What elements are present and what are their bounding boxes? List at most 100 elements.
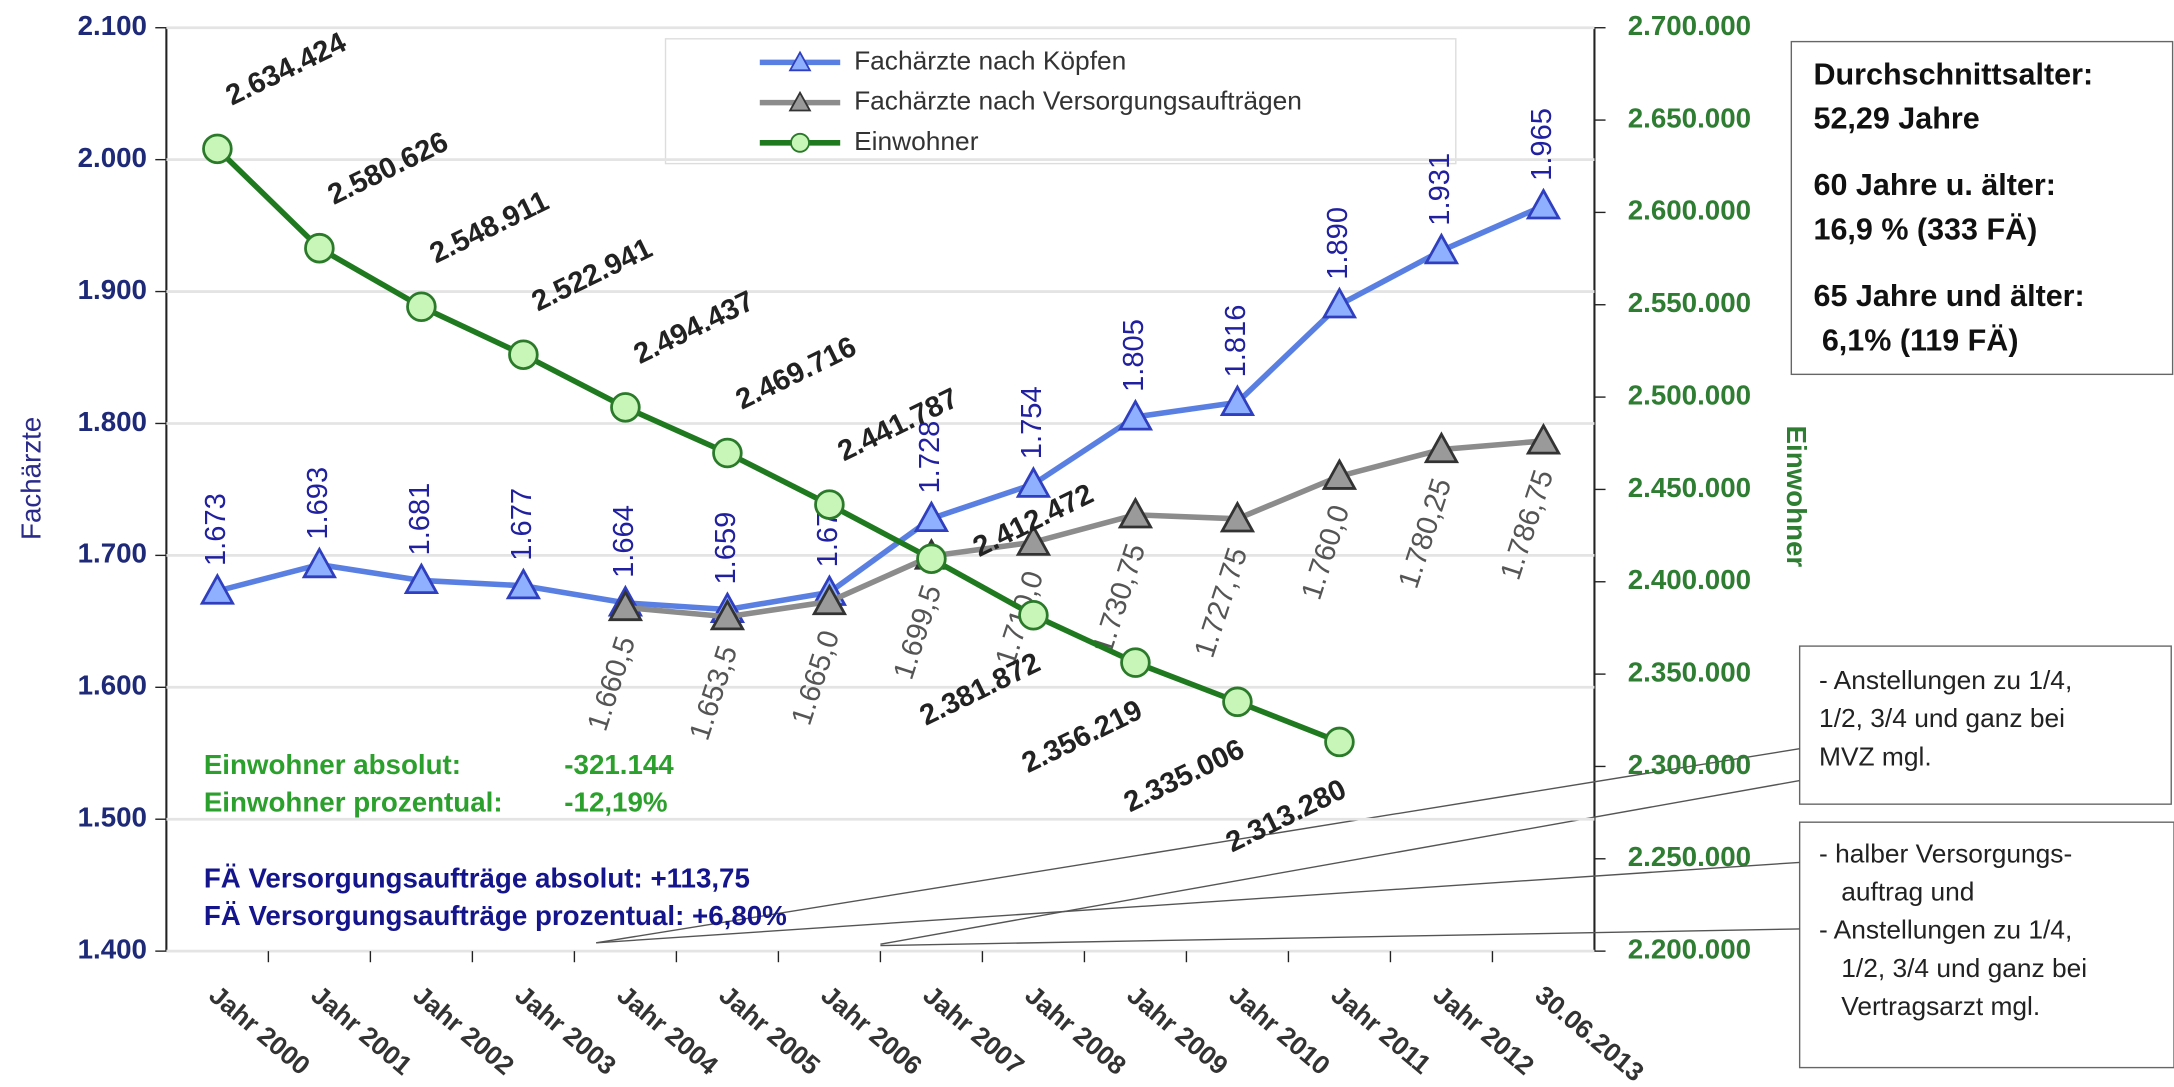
- info-text: 60 Jahre u. älter:: [1814, 168, 2056, 202]
- point: [1015, 524, 1052, 556]
- y-axis-title: Fachärzte: [16, 417, 47, 540]
- leader-line: [596, 748, 1800, 944]
- note-text: - Anstellungen zu 1/4,: [1819, 665, 2072, 695]
- value-label: 1.816: [1220, 305, 1252, 378]
- value-label: 1.730,75: [1087, 540, 1152, 658]
- y2-tick-label: 2.700.000: [1628, 10, 1751, 41]
- x-tick-label: Jahr 2006: [816, 980, 928, 1081]
- y2-tick-label: 2.550.000: [1628, 287, 1751, 318]
- x-tick-label: Jahr 2002: [408, 980, 520, 1081]
- note-text: MVZ mgl.: [1819, 741, 1932, 771]
- y2-tick-label: 2.250.000: [1628, 841, 1751, 872]
- point: [199, 572, 235, 605]
- value-label: 1.890: [1322, 207, 1354, 280]
- value-label: 1.699,5: [888, 581, 948, 683]
- legend-marker: [788, 50, 812, 72]
- point: [304, 232, 335, 264]
- value-label: 2.522.941: [527, 232, 657, 318]
- point: [1219, 384, 1256, 416]
- value-label: 1.780,25: [1393, 475, 1458, 593]
- point: [607, 589, 644, 622]
- legend-label: Fachärzte nach Versorgungsaufträgen: [854, 86, 1302, 116]
- x-tick-label: Jahr 2012: [1428, 980, 1540, 1081]
- value-label: 2.634.424: [221, 26, 352, 112]
- value-label: 2.469.716: [731, 331, 861, 417]
- note-box: [1798, 645, 2172, 805]
- point: [403, 562, 439, 595]
- leader-line: [880, 928, 1800, 947]
- annotation: -12,19%: [564, 786, 667, 817]
- x-tick-label: Jahr 2010: [1224, 980, 1336, 1081]
- note-text: - Anstellungen zu 1/4,: [1819, 915, 2072, 945]
- y2-tick-label: 2.450.000: [1628, 472, 1751, 503]
- annotation: FÄ Versorgungsaufträge absolut: +113,75: [204, 863, 750, 894]
- value-label: 2.548.911: [425, 185, 554, 270]
- note-text: auftrag und: [1841, 877, 1974, 907]
- series: 1.660,51.653,51.665,01.699,51.710,01.730…: [582, 422, 1562, 744]
- point: [709, 598, 746, 631]
- x-tick-label: Jahr 2005: [714, 980, 826, 1081]
- note-text: 1/2, 3/4 und ganz bei: [1841, 953, 2087, 983]
- value-label: 1.754: [1016, 386, 1048, 459]
- point: [1117, 398, 1154, 431]
- y-tick-label: 1.400: [78, 933, 147, 964]
- value-label: 2.381.872: [915, 647, 1045, 733]
- y2-tick-label: 2.650.000: [1628, 102, 1751, 133]
- y2-tick-label: 2.400.000: [1628, 564, 1751, 595]
- point: [505, 567, 542, 600]
- point: [1117, 496, 1154, 529]
- note-box: [1798, 821, 2174, 1069]
- y-tick-label: 2.000: [78, 142, 147, 173]
- value-label: 1.786,75: [1495, 466, 1560, 584]
- x-tick-label: 30.06.2013: [1530, 980, 1650, 1087]
- point: [1219, 500, 1256, 533]
- point: [1525, 187, 1562, 220]
- y-tick-label: 2.100: [78, 10, 147, 41]
- point: [916, 543, 947, 574]
- series: 1.673 1.693 1.681 1.677 1.664 1.659 1.6721.728…: [199, 108, 1562, 624]
- y-tick-label: 1.500: [78, 802, 147, 833]
- y2-tick-label: 2.500.000: [1628, 379, 1751, 410]
- y2-tick-label: 2.300.000: [1628, 749, 1751, 780]
- y-tick-label: 1.900: [78, 274, 147, 305]
- y-tick-label: 1.700: [78, 538, 147, 569]
- value-label: 2.580.626: [323, 126, 453, 212]
- point: [508, 339, 539, 370]
- value-label: 1.931: [1424, 153, 1456, 226]
- value-label: 1.659: [710, 512, 742, 585]
- info-text: Durchschnittsalter:: [1814, 57, 2094, 91]
- leader-line: [596, 861, 1800, 944]
- y-tick-label: 1.800: [78, 406, 147, 437]
- annotation: Einwohner absolut:: [204, 749, 461, 780]
- info-text: 16,9 % (333 FÄ): [1814, 213, 2038, 247]
- x-tick-label: Jahr 2001: [306, 980, 418, 1081]
- point: [1321, 458, 1358, 490]
- point: [1324, 726, 1355, 758]
- note-text: Vertragsarzt mgl.: [1841, 991, 2040, 1021]
- info-text: 65 Jahre und älter:: [1814, 279, 2085, 313]
- x-tick-label: Jahr 2007: [918, 980, 1030, 1081]
- value-label: 1.693: [302, 467, 334, 540]
- legend-marker: [788, 90, 812, 112]
- annotation: Einwohner prozentual:: [204, 786, 503, 817]
- point: [1015, 466, 1052, 498]
- annotation: FÄ Versorgungsaufträge prozentual: +6,80…: [204, 900, 787, 931]
- series-line: [215, 146, 1341, 745]
- value-label: 1.653,5: [684, 642, 744, 744]
- leader-lines: [596, 748, 1800, 947]
- value-label: 2.494.437: [629, 285, 759, 371]
- y2-tick-label: 2.200.000: [1628, 933, 1751, 964]
- legend-label: Fachärzte nach Köpfen: [854, 45, 1126, 75]
- series-line: [625, 438, 1544, 620]
- point: [712, 437, 743, 469]
- annotation: -321.144: [564, 749, 674, 780]
- point: [913, 500, 950, 533]
- point: [301, 546, 337, 579]
- value-label: 2.313.280: [1221, 774, 1351, 860]
- point: [610, 392, 641, 423]
- value-label: 1.673: [200, 493, 232, 566]
- y2-tick-label: 2.350.000: [1628, 656, 1751, 687]
- legend-marker: [790, 132, 810, 153]
- x-tick-label: Jahr 2011: [1326, 980, 1437, 1080]
